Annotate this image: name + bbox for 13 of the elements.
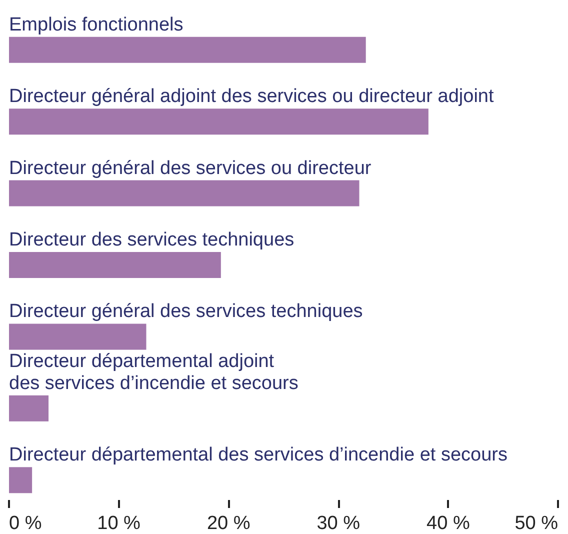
x-tick-label: 0 % <box>9 513 42 534</box>
x-tick-label: 20 % <box>206 513 250 534</box>
x-tick-label: 50 % <box>514 513 558 534</box>
y-tick-label: Directeur départemental des services d’incendie et secours <box>9 444 508 466</box>
x-tick-label: 30 % <box>316 513 360 534</box>
y-tick-label: Directeur départemental adjoint des services d’incendie et secours <box>9 350 298 394</box>
y-tick-label: Directeur général des services techniques <box>9 301 363 322</box>
y-tick-label: Emplois fonctionnels <box>9 14 184 36</box>
x-tick-label: 40 % <box>426 513 470 534</box>
y-tick-label: Directeur général des services ou directeur <box>9 158 372 179</box>
y-tick-label: Directeur des services techniques <box>9 230 294 250</box>
y-tick-label: Directeur général adjoint des services ou directeur adjoint <box>9 86 494 108</box>
x-tick-label: 10 % <box>97 513 141 534</box>
